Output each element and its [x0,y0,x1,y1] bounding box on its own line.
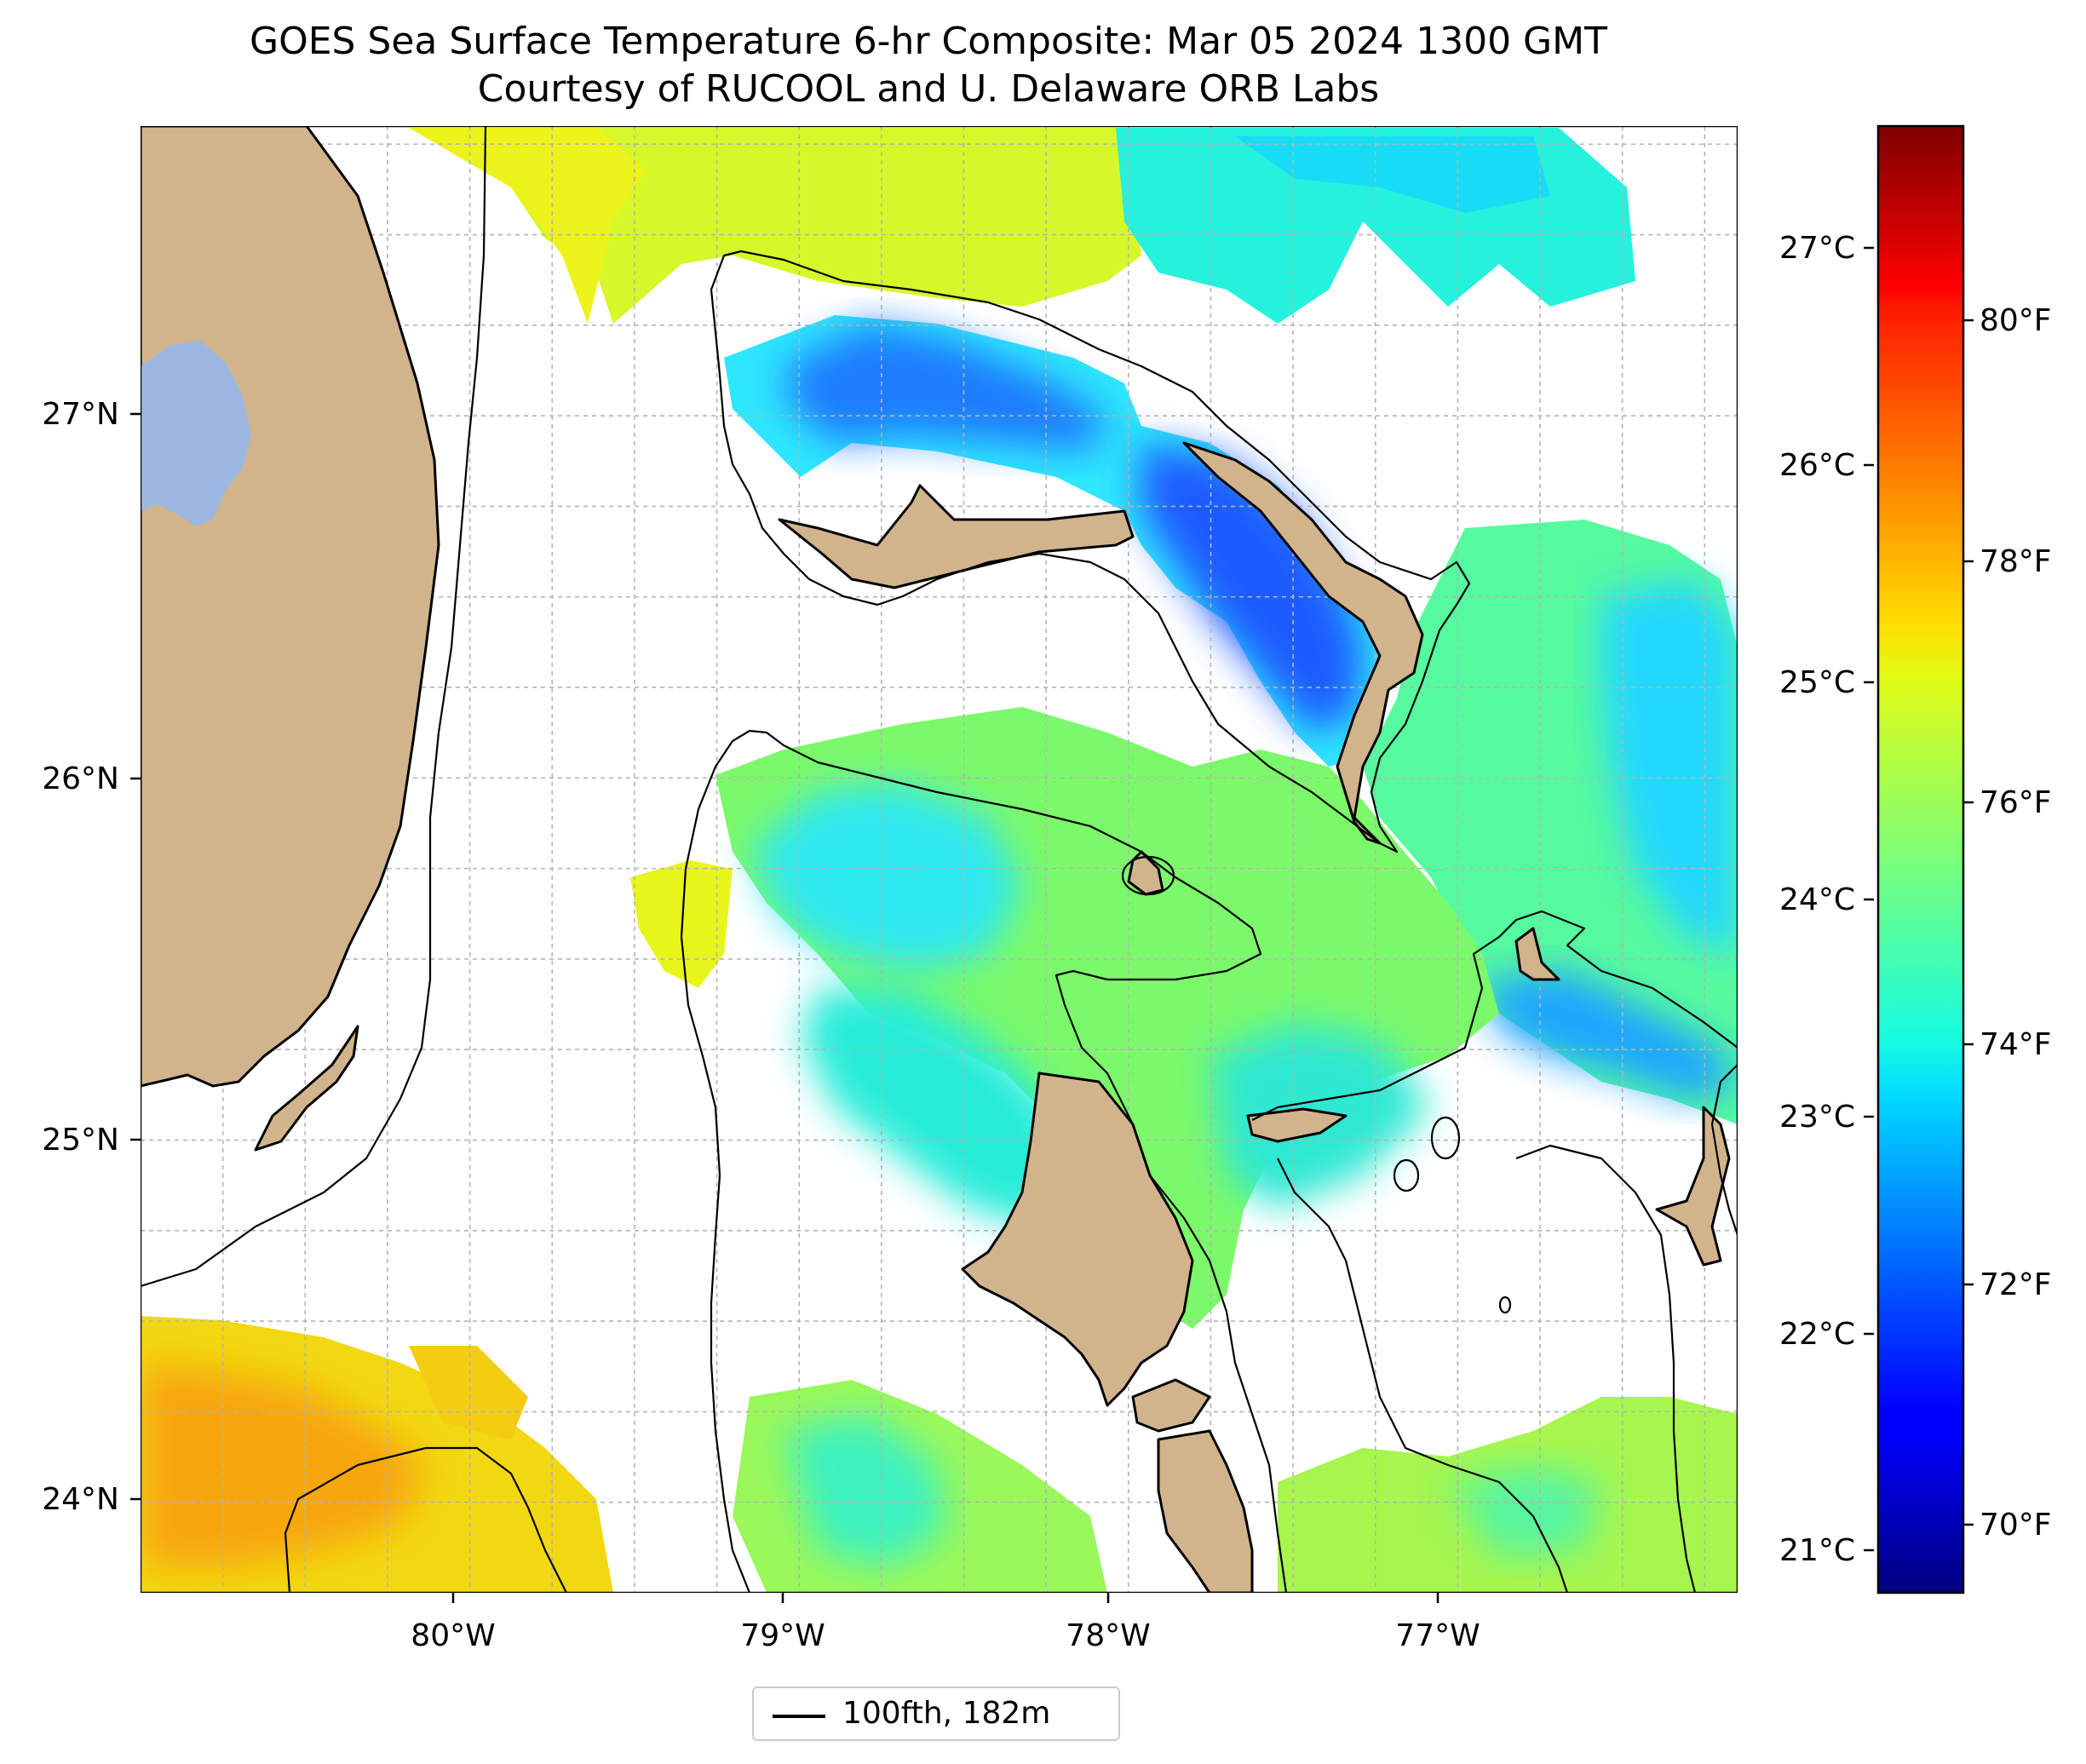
sst-warm-north [409,128,1141,324]
fahrenheit-label-80: 80°F [1980,303,2052,338]
isobath-tongue-of-ocean [1251,910,1738,1121]
legend-label: 100fth, 182m [842,1696,1051,1731]
celsius-label-21: 21°C [1779,1533,1855,1568]
lon-tick-78w: 78°W [1066,1593,1151,1653]
fahrenheit-tick-70: 70°F [1963,1508,2052,1543]
celsius-tick-27: 27°C [1779,231,1874,266]
fahrenheit-label-72: 72°F [1980,1267,2052,1302]
sst-field [141,128,1738,1593]
celsius-label-23: 23°C [1779,1100,1855,1135]
celsius-tick-21: 21°C [1779,1533,1874,1568]
isobath-great-bahama-bank-north [732,729,1288,1593]
fahrenheit-label-76: 76°F [1980,785,2052,820]
isobath-little-bahama-bank [710,250,1471,853]
map-title: GOES Sea Surface Temperature 6-hr Compos… [249,20,1607,63]
fahrenheit-tick-80: 80°F [1963,303,2052,338]
lat-label-26: 26°N [42,761,119,796]
isobath-reef-2 [1393,1158,1420,1192]
sst-exuma-sound-east [1363,520,1738,1124]
legend-line-swatch [773,1715,825,1718]
celsius-label-25: 25°C [1779,665,1855,700]
fahrenheit-label-74: 74°F [1980,1027,2052,1062]
celsius-tick-24: 24°C [1779,882,1874,917]
lat-tick-25: 25°N [42,1123,141,1158]
lat-tick-27: 27°N [42,397,141,432]
map-subtitle: Courtesy of RUCOOL and U. Delaware ORB L… [477,67,1380,111]
andros-island [961,1072,1194,1407]
legend: 100fth, 182m [752,1686,1120,1741]
lon-tick-77w: 77°W [1395,1593,1480,1653]
celsius-tick-23: 23°C [1779,1100,1874,1135]
celsius-label-26: 26°C [1779,448,1855,483]
fahrenheit-tick-72: 72°F [1963,1267,2052,1302]
celsius-tick-22: 22°C [1779,1317,1874,1352]
isobath-cay-sal [1515,1144,1697,1593]
new-providence [1246,1107,1348,1143]
fahrenheit-tick-78: 78°F [1963,544,2052,579]
andros-south [1131,1378,1211,1433]
celsius-label-22: 22°C [1779,1317,1855,1352]
sst-tongue-of-ocean [724,315,1397,767]
sst-great-bahama-bank [715,707,1499,1329]
isobath-exuma-east [1710,1064,1738,1236]
celsius-axis: 27°C 26°C 25°C 24°C 23°C 22°C [1779,231,1874,1568]
isobath-florida-straits-east [141,126,487,1288]
sst-florida-keys-warm [141,1316,613,1593]
abaco-islands [1182,441,1424,845]
eleuthera [1514,927,1560,981]
lon-label-80w: 80°W [411,1618,495,1653]
lat-tick-26: 26°N [42,761,141,796]
lon-axis: 80°W 79°W 78°W 77°W [411,1593,1480,1653]
celsius-tick-25: 25°C [1779,665,1874,700]
isobath-reef-1 [1430,1116,1461,1160]
fahrenheit-tick-76: 76°F [1963,785,2052,820]
colorbar-gradient [1876,124,1965,1594]
lat-label-25: 25°N [42,1123,119,1158]
celsius-tick-26: 26°C [1779,448,1874,483]
florida-keys [254,1025,359,1152]
exuma-cays [1655,1106,1731,1267]
lat-axis: 27°N 26°N 25°N 24°N [42,397,141,1517]
lon-label-79w: 79°W [740,1618,825,1653]
fahrenheit-label-78: 78°F [1980,544,2052,579]
lat-tick-24: 24°N [42,1482,141,1517]
isobath-exuma-sound [1277,1158,1569,1593]
grand-bahama [778,484,1135,589]
fahrenheit-axis: 80°F 78°F 76°F 74°F 72°F [1963,303,2052,1543]
isobath-great-bahama-bank-west [680,740,751,1593]
fahrenheit-tick-74: 74°F [1963,1027,2052,1062]
celsius-label-27: 27°C [1779,231,1855,266]
isobath-berry-reef [1121,855,1175,896]
lon-label-77w: 77°W [1395,1618,1480,1653]
isobath-florida-keys-south [284,1446,567,1593]
lon-label-78w: 78°W [1066,1618,1150,1653]
sst-north-east-cyan [1116,128,1635,324]
lake-okeechobee [141,341,251,526]
andros-southern-tip [1157,1429,1254,1593]
lat-label-27: 27°N [42,397,119,432]
lat-label-24: 24°N [42,1482,119,1517]
colorbar: 80°F 78°F 76°F 74°F 72°F [1876,124,2052,1594]
lon-tick-80w: 80°W [411,1593,496,1653]
map-area[interactable] [141,126,1738,1593]
lon-tick-79w: 79°W [740,1593,825,1653]
isobath-contours [141,126,1738,1593]
isobath-reef-3 [1498,1296,1512,1314]
fahrenheit-label-70: 70°F [1980,1508,2052,1543]
celsius-label-24: 24°C [1779,882,1855,917]
